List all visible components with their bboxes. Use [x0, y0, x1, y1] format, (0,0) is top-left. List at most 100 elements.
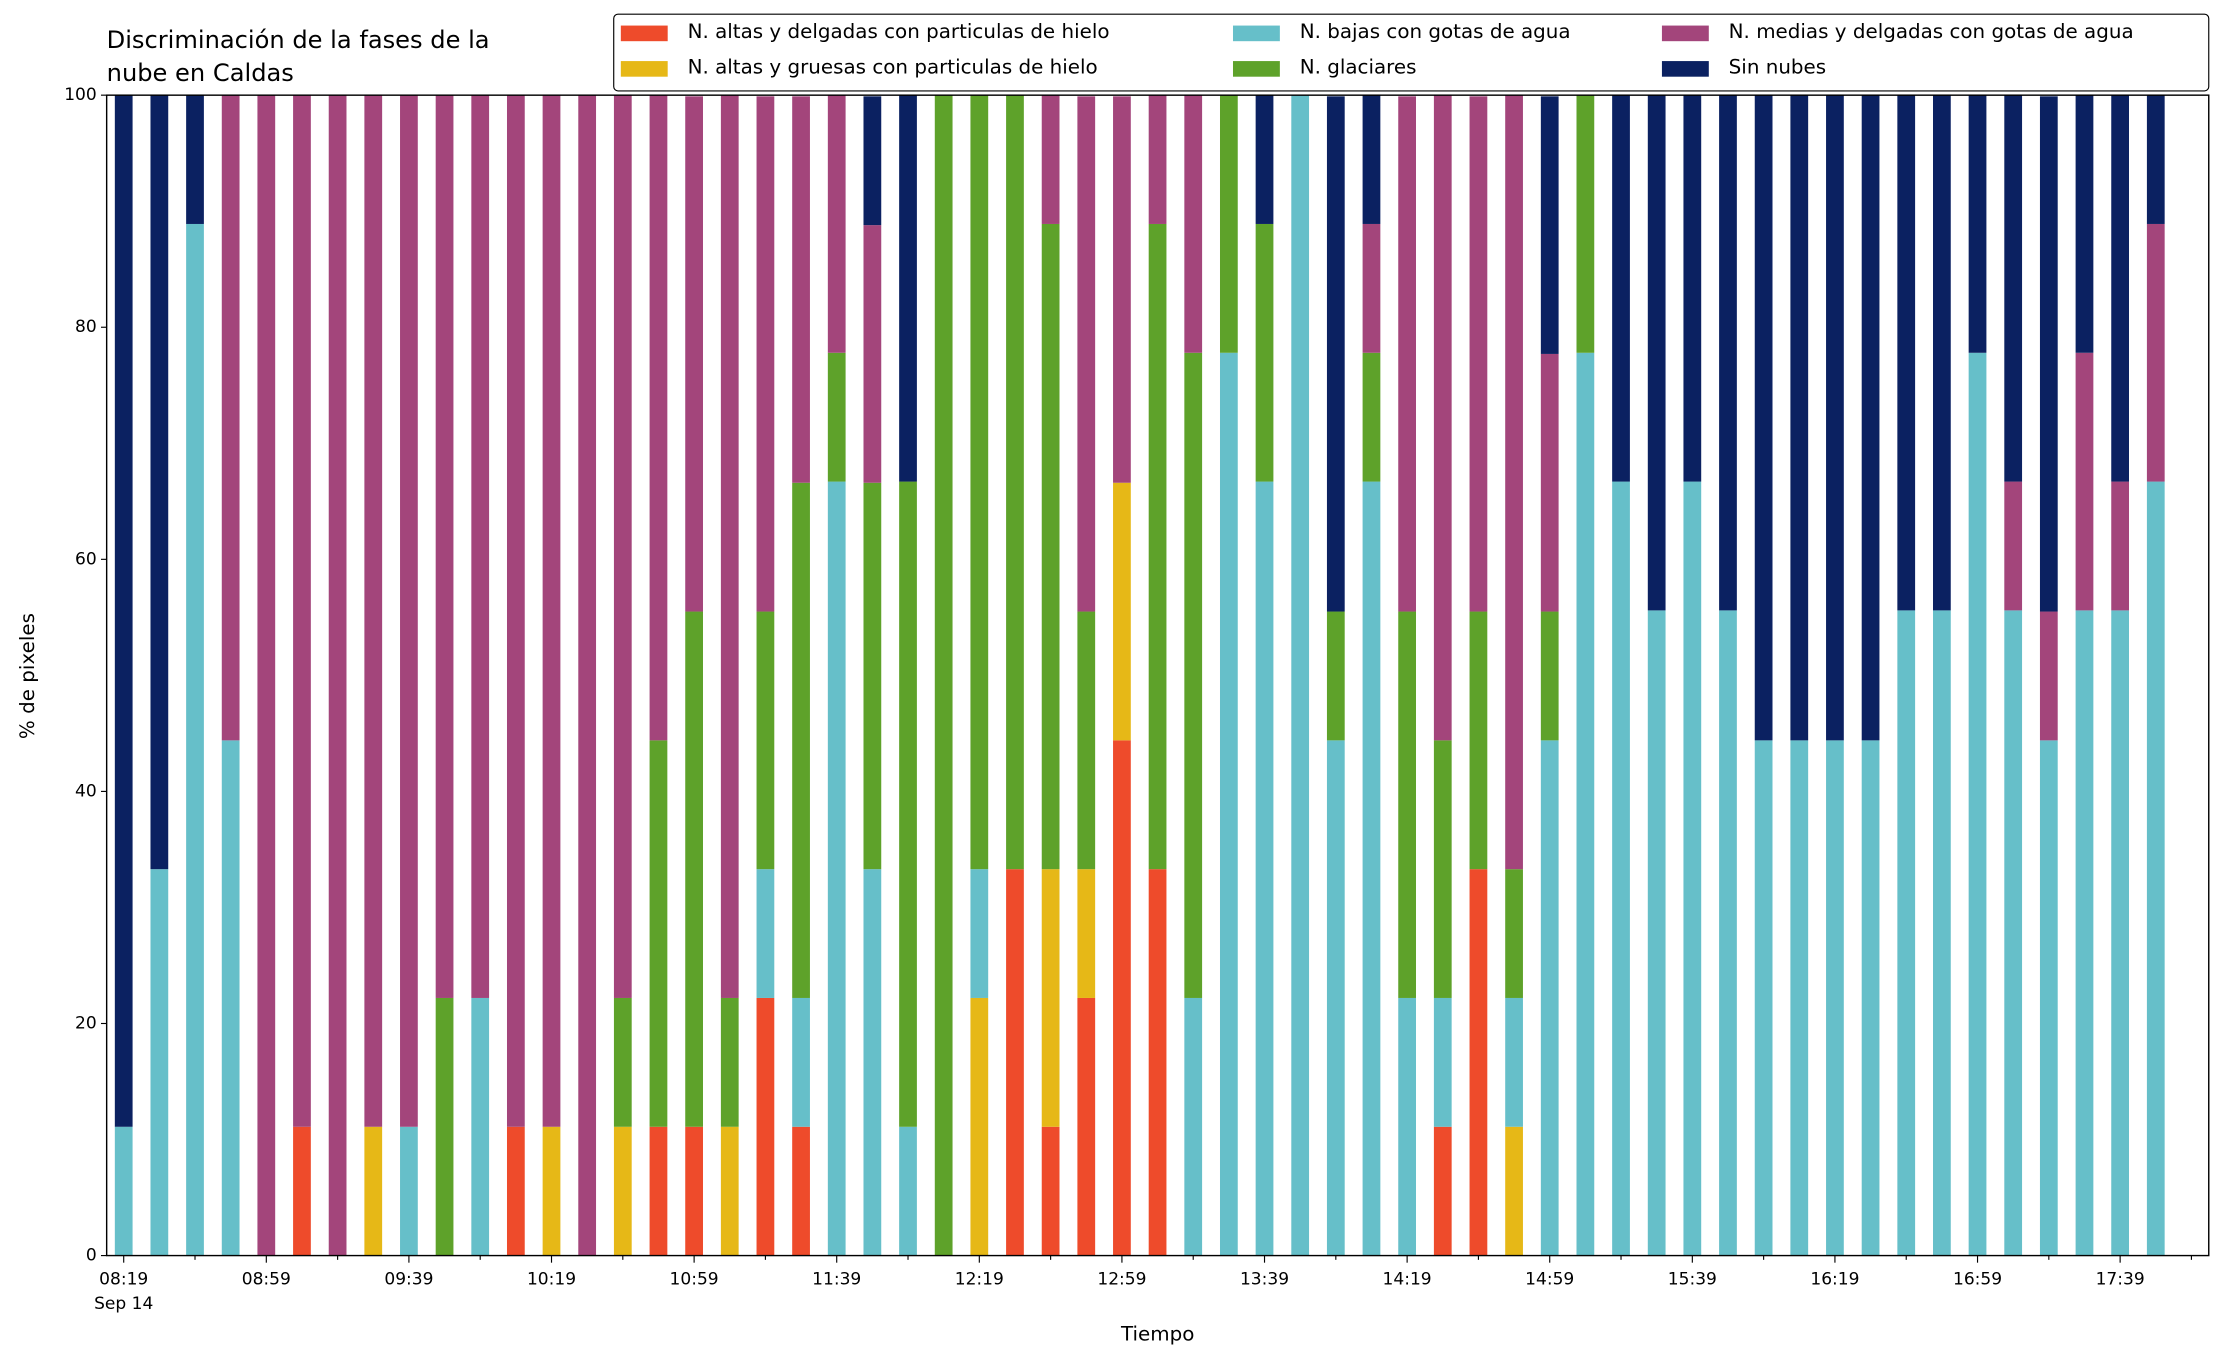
x-tick-label: 15:39	[1668, 1270, 1717, 1290]
x-tick-label: 12:59	[1097, 1270, 1146, 1290]
bar-segment	[1362, 352, 1381, 482]
bar-segment	[1255, 481, 1274, 1256]
bar-segment	[221, 740, 240, 1256]
bar-segment	[756, 96, 775, 612]
bar-segment	[1612, 95, 1630, 482]
bar-segment	[1113, 96, 1131, 483]
y-tick-label: 40	[75, 781, 97, 801]
bar-segment	[613, 997, 632, 1127]
x-tick-label: 16:19	[1810, 1270, 1859, 1290]
legend-swatch	[1661, 61, 1709, 77]
bar-segment	[1006, 95, 1024, 870]
bar-segment	[150, 95, 169, 870]
bar-segment	[1041, 223, 1060, 870]
legend-label: N. altas y delgadas con particulas de hi…	[688, 20, 1110, 43]
bar-segment	[792, 482, 810, 998]
bar-segment	[364, 1126, 383, 1256]
x-tick-label: 10:59	[670, 1270, 719, 1290]
bar-segment	[1826, 95, 1844, 741]
bar-segment	[1968, 95, 1987, 353]
y-axis-label: % de pixeles	[16, 613, 39, 739]
legend-swatch	[620, 25, 668, 42]
legend-label: Sin nubes	[1729, 56, 1826, 79]
bar-segment	[1326, 740, 1345, 1256]
bar-segment	[899, 1126, 917, 1256]
bar-segment	[756, 997, 775, 1256]
bar-segment	[1077, 96, 1096, 612]
legend-swatch	[1232, 61, 1280, 77]
bar-segment	[400, 95, 418, 1127]
x-axis-label: Tiempo	[1120, 1323, 1194, 1346]
bar-segment	[1540, 611, 1559, 741]
x-tick-label: 08:19	[99, 1270, 148, 1290]
bar-segment	[2039, 611, 2058, 741]
bar-segment	[2004, 610, 2023, 1256]
bar-segment	[827, 352, 846, 482]
bar-segment	[471, 997, 490, 1256]
bar-segment	[1398, 611, 1416, 998]
bar-segment	[400, 1126, 418, 1256]
x-tick-label: 12:19	[955, 1270, 1004, 1290]
bar-segment	[1148, 869, 1167, 1256]
bar-segment	[1933, 610, 1951, 1256]
bar-segment	[1433, 1126, 1452, 1256]
bar-segment	[1006, 869, 1024, 1256]
bar-segment	[1148, 223, 1167, 870]
bar-segment	[1861, 740, 1880, 1256]
bar-segment	[578, 95, 597, 1256]
bar-segment	[2111, 481, 2130, 611]
bar-segment	[1184, 352, 1203, 998]
bar-segment	[471, 95, 490, 998]
bar-segment	[506, 1126, 525, 1256]
bar-segment	[685, 611, 703, 1127]
bar-segment	[2111, 95, 2130, 482]
y-tick-label: 80	[75, 317, 97, 337]
bar-segment	[1255, 223, 1274, 482]
bar-segment	[1148, 95, 1167, 224]
bar-segment	[1505, 869, 1523, 998]
bar-segment	[1326, 611, 1345, 741]
bar-segment	[1790, 95, 1809, 741]
y-tick-label: 60	[75, 549, 97, 569]
bar-segment	[792, 997, 810, 1127]
bar-segment	[1041, 95, 1060, 224]
bar-segment	[221, 95, 240, 741]
bar-segment	[542, 95, 561, 1127]
bar-segment	[613, 1126, 632, 1256]
bar-segment	[1790, 740, 1809, 1256]
bar-segment	[1897, 610, 1916, 1256]
bar-segment	[863, 96, 882, 226]
bar-segment	[2039, 96, 2058, 612]
bar-segment	[1576, 95, 1595, 353]
bar-segment	[1861, 95, 1880, 741]
bar-segment	[1576, 352, 1595, 1256]
bar-segment	[1683, 481, 1702, 1256]
bar-segment	[1041, 869, 1060, 1127]
bar-segment	[685, 1126, 703, 1256]
bar-segment	[1184, 95, 1203, 353]
bar-segment	[1362, 481, 1381, 1256]
bar-segment	[1540, 740, 1559, 1256]
bar-segment	[792, 1126, 810, 1256]
bar-segment	[1469, 869, 1488, 1256]
x-tick-label: 08:59	[242, 1270, 291, 1290]
bar-segment	[1326, 96, 1345, 612]
legend-label: N. altas y gruesas con particulas de hie…	[688, 56, 1098, 79]
bar-segment	[435, 95, 454, 998]
plot-frame	[105, 94, 2210, 1257]
bar-segment	[2075, 95, 2094, 353]
bar-segment	[792, 96, 810, 483]
x-tick-label: 14:59	[1525, 1270, 1574, 1290]
bar-segment	[2146, 95, 2165, 224]
x-tick-label: 14:19	[1383, 1270, 1432, 1290]
legend-label: N. bajas con gotas de agua	[1300, 20, 1571, 43]
x-tick-label: 10:19	[527, 1270, 576, 1290]
bar-segment	[2111, 610, 2130, 1256]
chart-title: nube en Caldas	[107, 59, 294, 87]
legend-swatch	[620, 61, 668, 77]
bar-segment	[1540, 353, 1559, 612]
bar-segment	[1398, 96, 1416, 612]
bar-segment	[1719, 610, 1737, 1256]
bar-segment	[328, 95, 347, 1256]
bar-segment	[2146, 223, 2165, 482]
